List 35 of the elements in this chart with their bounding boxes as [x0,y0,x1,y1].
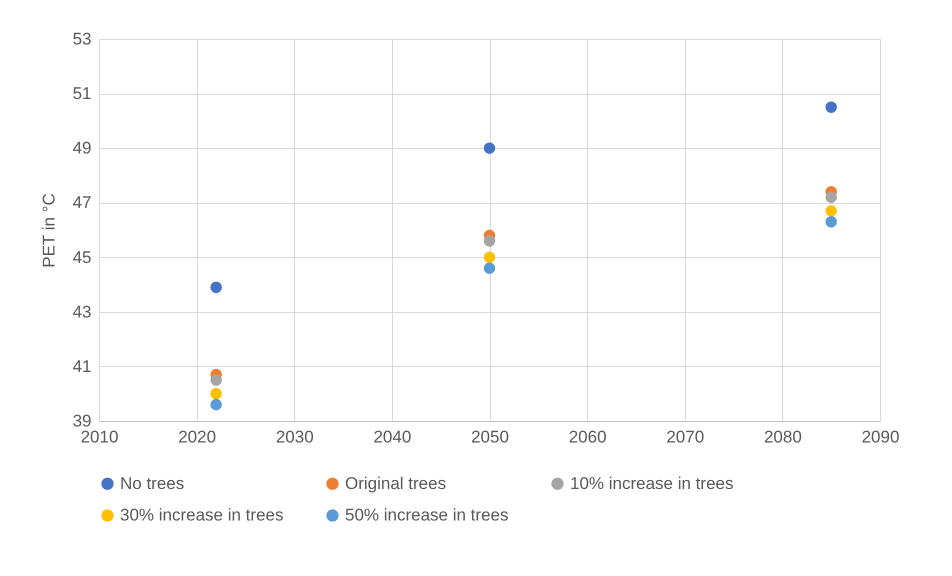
x-tick-label: 2050 [471,428,509,446]
y-tick-label: 47 [72,193,92,212]
x-tick-label: 2020 [178,428,216,446]
point [210,388,222,400]
point [484,262,496,274]
point [825,205,837,217]
x-tick-label: 2090 [862,428,900,446]
point [210,398,222,410]
point [484,235,496,247]
point [210,282,222,293]
y-tick-label: 51 [72,84,92,104]
x-tick-label: 2060 [568,428,607,446]
legend-label: 50% increase in trees [345,506,508,524]
legend-label: 30% increase in trees [120,506,284,524]
legend-label: 10% increase in trees [570,474,734,493]
y-tick-label: 45 [72,248,92,267]
x-tick-label: 2080 [764,428,802,446]
y-tick-label: 53 [72,30,92,48]
y-tick-label: 43 [72,302,92,322]
point [825,102,837,113]
y-axis-title: PET in °C [40,193,59,268]
point [484,252,496,263]
x-tick-label: 2030 [276,428,314,446]
legend-label: Original trees [345,474,446,493]
x-tick-label: 2070 [666,428,704,446]
point [825,192,837,203]
x-tick-label: 2010 [80,428,118,446]
point [210,374,222,386]
x-tick-label: 2040 [373,428,412,446]
y-tick-label: 49 [72,138,92,158]
y-tick-label: 39 [72,412,92,430]
y-tick-label: 41 [72,356,92,376]
point [484,142,496,154]
legend-label: No trees [120,474,184,493]
point [825,216,837,228]
